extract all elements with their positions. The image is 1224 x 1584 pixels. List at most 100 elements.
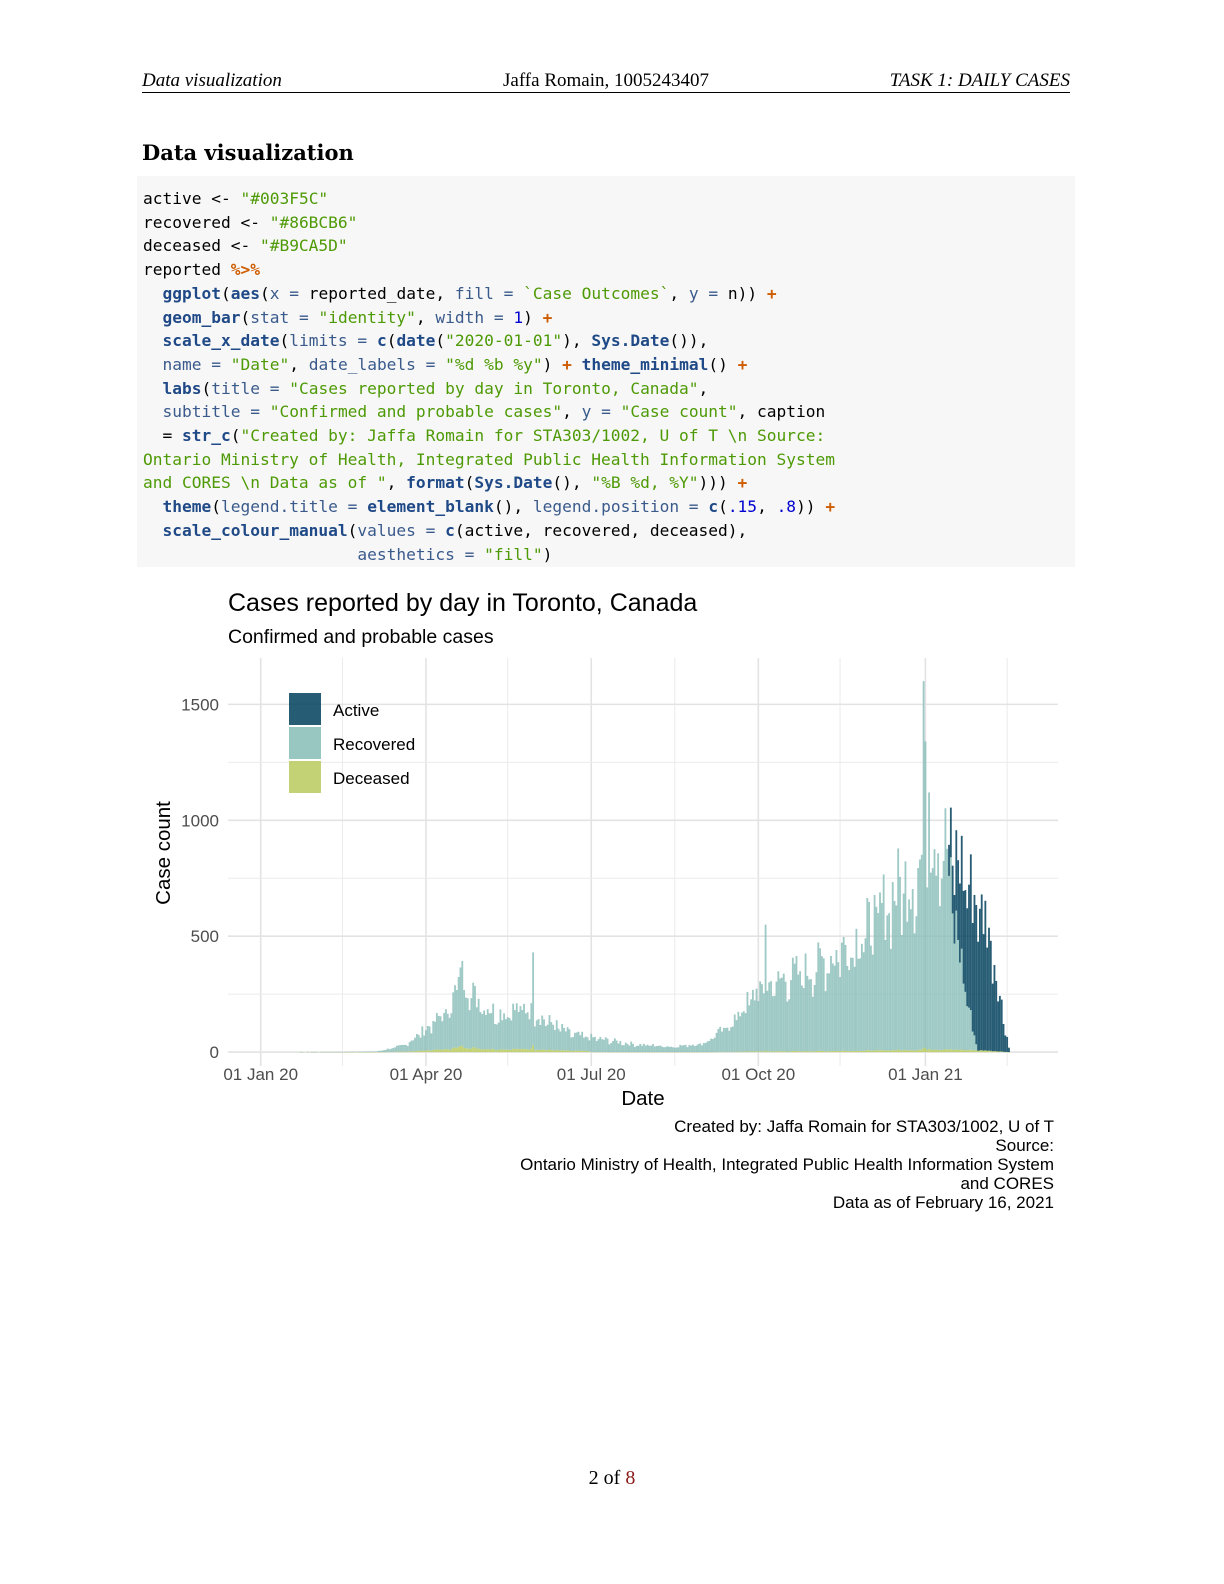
bar-deceased xyxy=(750,1051,752,1053)
axes: 01 Jan 20 01 Apr 20 01 Jul 20 01 Oct 20 01 J… xyxy=(181,695,963,1084)
bar-recovered xyxy=(548,1015,551,1050)
bar-deceased xyxy=(514,1049,516,1053)
code-token: ( xyxy=(259,283,270,303)
bar-recovered xyxy=(753,1000,756,1052)
bar-deceased xyxy=(761,1051,763,1053)
bar-deceased xyxy=(435,1049,438,1053)
bar-recovered xyxy=(592,1037,594,1052)
running-header: Data visualization Jaffa Romain, 1005243… xyxy=(142,68,1070,93)
bar-recovered xyxy=(595,1041,598,1052)
bar-deceased xyxy=(922,1047,925,1053)
bar-deceased xyxy=(425,1050,427,1053)
bar-recovered xyxy=(425,1030,427,1051)
bar-recovered xyxy=(637,1045,640,1053)
bar-recovered xyxy=(917,868,920,1050)
bar-recovered xyxy=(710,1038,713,1052)
code-token: "fill" xyxy=(484,544,543,564)
bar-recovered xyxy=(437,1015,440,1050)
code-token: , xyxy=(562,402,582,422)
bar-deceased xyxy=(437,1049,440,1053)
bar-recovered xyxy=(435,1012,438,1050)
bar-recovered xyxy=(897,848,900,1050)
bar-deceased xyxy=(541,1049,544,1053)
bar-recovered xyxy=(539,1024,542,1051)
bar-deceased xyxy=(855,1050,858,1053)
code-line: labs(title = "Cases reported by day in T… xyxy=(143,379,709,398)
bar-deceased xyxy=(811,1051,814,1053)
bar-deceased xyxy=(859,1050,861,1053)
bar-deceased xyxy=(1000,1051,1003,1053)
bar-recovered xyxy=(730,1027,732,1052)
bar-recovered xyxy=(717,1028,720,1052)
code-token: = xyxy=(289,307,319,327)
bar-recovered xyxy=(503,1013,505,1050)
code-token: `Case Outcomes` xyxy=(523,283,670,303)
bar-deceased xyxy=(488,1049,491,1053)
bar-deceased xyxy=(906,1050,909,1053)
code-token: deceased <- xyxy=(143,236,260,256)
bar-deceased xyxy=(877,1050,880,1053)
bar-deceased xyxy=(801,1051,803,1053)
bar-deceased xyxy=(870,1050,872,1053)
chart-svg: 01 Jan 20 01 Apr 20 01 Jul 20 01 Oct 20 01 J… xyxy=(152,589,1058,1212)
bar-recovered xyxy=(383,1050,386,1052)
bar-recovered xyxy=(626,1043,629,1052)
bar-recovered xyxy=(677,1047,680,1053)
bar-recovered xyxy=(550,1022,553,1050)
bar-recovered xyxy=(599,1036,602,1052)
bar-active xyxy=(993,965,996,1052)
code-token: reported_date, xyxy=(308,283,455,303)
bar-recovered xyxy=(672,1047,674,1053)
bar-recovered xyxy=(935,875,938,1050)
bar-recovered xyxy=(781,977,783,1052)
bar-deceased xyxy=(900,1050,903,1053)
bar-recovered xyxy=(623,1045,625,1053)
bar-recovered xyxy=(406,1045,409,1052)
y-tick-label: 500 xyxy=(191,927,219,946)
bar-deceased xyxy=(474,1047,476,1053)
bar-recovered xyxy=(968,1007,970,1051)
bar-deceased xyxy=(403,1051,406,1053)
bar-deceased xyxy=(410,1051,413,1053)
bar-deceased xyxy=(893,1050,896,1053)
bar-deceased xyxy=(419,1051,422,1053)
bar-recovered xyxy=(399,1045,402,1052)
bar-recovered xyxy=(524,1013,527,1050)
caption-line: Source: xyxy=(995,1136,1054,1155)
code-token: ( xyxy=(464,473,475,493)
bar-deceased xyxy=(968,1050,970,1053)
bar-active xyxy=(959,883,961,963)
bar-recovered xyxy=(379,1050,382,1052)
bar-active xyxy=(948,844,950,876)
bar-recovered xyxy=(875,906,878,1051)
bar-deceased xyxy=(470,1048,473,1053)
code-token: c xyxy=(376,331,387,351)
code-token: = xyxy=(415,354,446,374)
bar-deceased xyxy=(566,1050,569,1053)
bar-recovered xyxy=(396,1045,398,1052)
bar-recovered xyxy=(686,1047,689,1053)
bar-deceased xyxy=(421,1050,424,1053)
code-token: y xyxy=(581,402,592,422)
bar-recovered xyxy=(833,965,836,1052)
x-tick-label: 01 Apr 20 xyxy=(390,1065,463,1084)
bar-recovered xyxy=(684,1044,687,1052)
bar-recovered xyxy=(722,1027,725,1052)
bar-recovered xyxy=(530,1003,533,1049)
bar-deceased xyxy=(989,1050,992,1053)
bar-active xyxy=(980,894,983,1051)
bar-recovered xyxy=(942,860,945,1050)
code-line: subtitle = "Confirmed and probable cases… xyxy=(143,402,826,422)
bar-deceased xyxy=(439,1049,442,1053)
bar-recovered xyxy=(508,1017,511,1050)
bar-recovered xyxy=(891,882,894,1051)
bar-recovered xyxy=(866,897,869,1051)
code-token: limits xyxy=(289,331,348,351)
bar-deceased xyxy=(417,1050,420,1053)
x-tick-label: 01 Jul 20 xyxy=(557,1065,626,1084)
bar-recovered xyxy=(490,1013,493,1050)
bar-active xyxy=(982,934,985,1051)
bar-deceased xyxy=(557,1050,560,1053)
bar-recovered xyxy=(944,808,947,1050)
bar-recovered xyxy=(381,1050,384,1052)
